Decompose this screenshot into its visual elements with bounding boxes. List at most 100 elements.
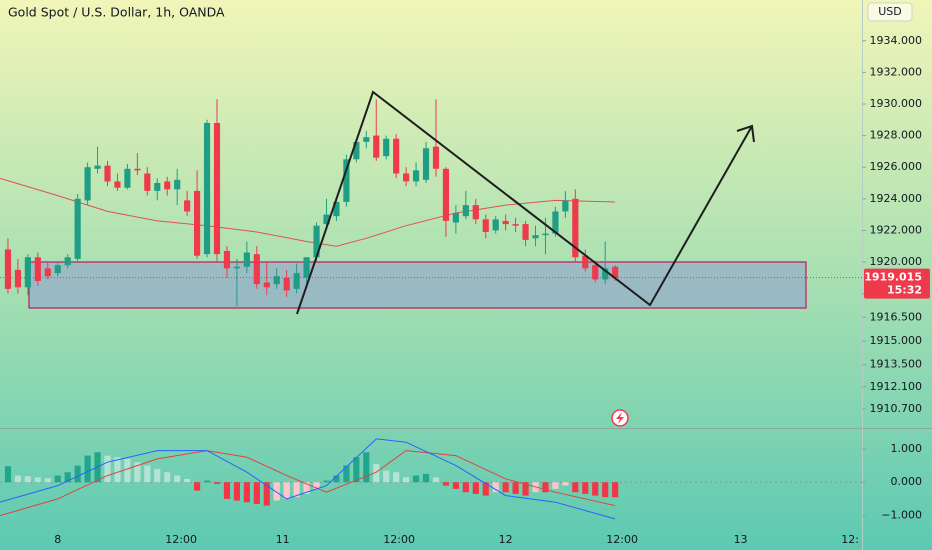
y-tick-label: 1934.000 — [870, 34, 923, 47]
histogram-bar — [243, 482, 250, 503]
support-zone[interactable] — [28, 261, 807, 309]
candle-body — [34, 257, 41, 281]
alert-bolt — [616, 412, 624, 424]
histogram-bar — [124, 458, 131, 483]
histogram-bar — [54, 475, 61, 483]
histogram-bar — [303, 482, 310, 494]
histogram-bar — [323, 480, 330, 483]
candle-body — [24, 257, 31, 288]
histogram-bar — [363, 452, 370, 483]
candle-body — [592, 265, 599, 280]
histogram-bar — [442, 482, 450, 486]
candle-body — [14, 269, 22, 288]
histogram-bar — [422, 473, 430, 483]
candle-body — [293, 273, 300, 289]
histogram-bar — [74, 465, 81, 483]
x-tick-label: 12:00 — [606, 533, 638, 546]
candle-body — [134, 168, 141, 171]
histogram-bar — [542, 482, 549, 493]
currency-box[interactable] — [867, 2, 913, 22]
candle-body — [432, 146, 440, 169]
candle-body — [462, 205, 469, 217]
candle-body — [532, 235, 539, 239]
countdown-label: 15:32 — [887, 284, 922, 297]
histogram-bar — [552, 482, 559, 489]
x-tick-label: 12: — [841, 533, 859, 546]
y-tick-label: 1920.000 — [870, 255, 923, 268]
x-tick-label: 12:00 — [383, 533, 415, 546]
candle-body — [253, 254, 260, 285]
histogram-bar — [283, 482, 290, 499]
histogram-bar — [512, 482, 519, 494]
histogram-bar — [343, 465, 350, 483]
histogram-bar — [34, 477, 41, 483]
histogram-bar — [602, 482, 609, 498]
candle-body — [552, 211, 559, 234]
candle-body — [373, 135, 380, 158]
y-tick-label: 1930.000 — [870, 97, 923, 110]
x-tick-label: 8 — [54, 533, 61, 546]
histogram-bar — [253, 482, 260, 504]
candle-body — [522, 224, 529, 240]
histogram-bar — [582, 482, 589, 494]
candle-body — [174, 179, 181, 190]
histogram-bar — [273, 482, 280, 501]
histogram-bar — [612, 482, 619, 498]
candle-body — [213, 122, 221, 255]
candle-body — [412, 170, 420, 182]
histogram-bar — [134, 462, 141, 483]
histogram-bar — [174, 475, 181, 483]
candle-body — [572, 198, 579, 258]
x-tick-label: 12:00 — [165, 533, 197, 546]
y-tick-label: 1.000 — [891, 442, 923, 455]
histogram-bar — [403, 477, 410, 483]
candle-body — [303, 257, 310, 278]
histogram-bar — [462, 482, 469, 493]
histogram-bar — [84, 455, 91, 483]
histogram-bar — [213, 482, 221, 484]
candle-body — [263, 282, 270, 288]
histogram-bar — [144, 465, 151, 483]
y-tick-label: 1924.000 — [870, 192, 923, 205]
y-tick-label: 1910.700 — [870, 402, 923, 415]
histogram-bar — [64, 472, 71, 483]
histogram-bar — [412, 475, 420, 483]
histogram-bar — [24, 476, 31, 483]
candle-body — [54, 265, 61, 274]
candle-body — [144, 173, 151, 191]
histogram-bar — [572, 482, 579, 493]
trend-drawing[interactable] — [296, 90, 753, 315]
arrow-head — [736, 124, 755, 143]
candle-body — [582, 255, 589, 269]
histogram-bar — [164, 472, 171, 483]
histogram-bar — [233, 482, 240, 501]
candle-body — [154, 183, 161, 191]
candle-body — [343, 159, 350, 202]
candle-body — [363, 137, 370, 142]
histogram-bar — [452, 482, 459, 489]
candle-body — [164, 181, 171, 190]
candle-body — [94, 165, 101, 169]
signal-line — [0, 450, 616, 517]
histogram-bar — [432, 477, 440, 483]
histogram-bar — [44, 478, 51, 483]
currency-label: USD — [878, 5, 902, 18]
histogram-bar — [353, 457, 360, 483]
data-layer: 1934.000 1932.000 1930.000 1928.000 1926.000… — [0, 34, 930, 546]
y-tick-label: 1922.000 — [870, 223, 923, 236]
histogram-bar — [4, 466, 12, 483]
macd-line — [0, 438, 616, 520]
candle-body — [512, 224, 519, 226]
histogram-bar — [383, 470, 390, 483]
y-tick-label: 1912.100 — [870, 380, 923, 393]
alert-icon[interactable] — [611, 409, 629, 427]
histogram-bar — [592, 482, 599, 496]
candle-body — [442, 168, 450, 221]
histogram-bar — [193, 482, 201, 491]
candle-body — [114, 181, 121, 188]
histogram-bar — [223, 482, 231, 499]
histogram-bar — [472, 482, 479, 494]
histogram-bar — [522, 482, 529, 496]
candle-body — [542, 233, 549, 236]
